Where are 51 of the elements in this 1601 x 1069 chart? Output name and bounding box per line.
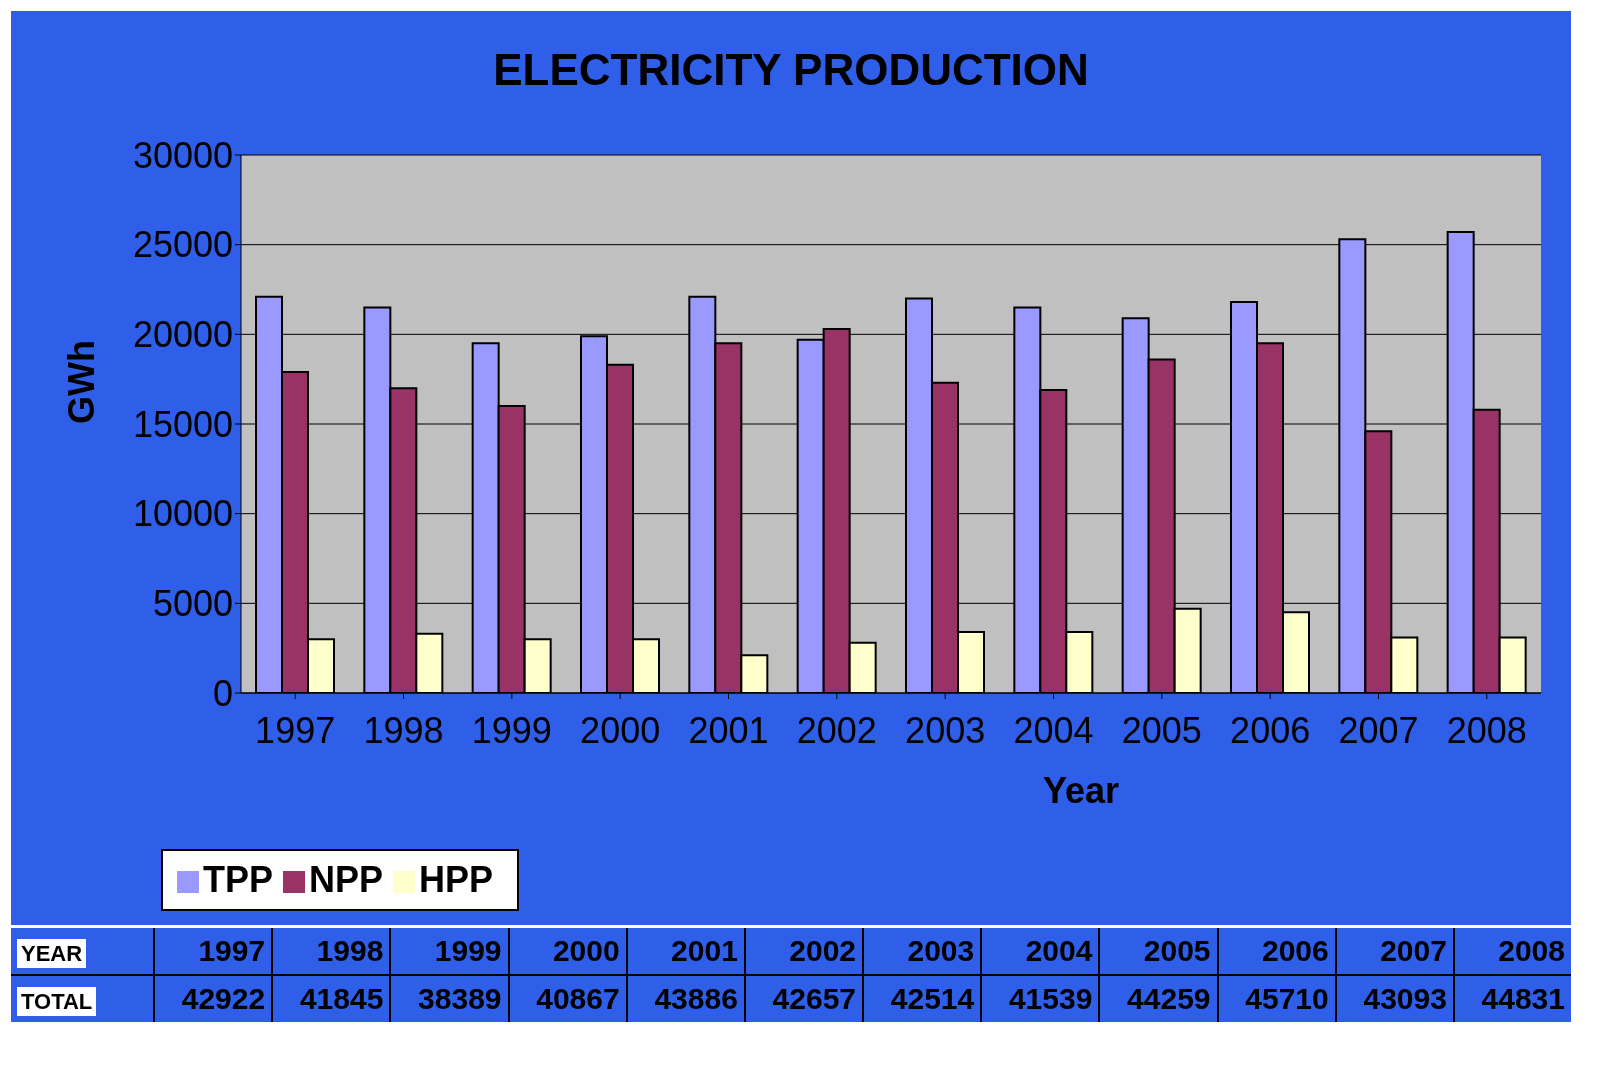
legend-label: HPP xyxy=(419,859,494,900)
text: 43093 xyxy=(1335,975,1454,1022)
x-tick-label: 2001 xyxy=(688,709,769,751)
x-tick-label: 1999 xyxy=(471,709,552,751)
category-label: 1999 xyxy=(434,934,502,967)
text: 38389 xyxy=(390,975,509,1022)
text: 41539 xyxy=(981,975,1100,1022)
category-label: 1998 xyxy=(316,934,384,967)
text: 43886 xyxy=(626,975,745,1022)
x-tick-label: 2007 xyxy=(1338,709,1419,751)
text: 44831 xyxy=(1453,975,1571,1022)
text: 42657 xyxy=(744,975,864,1022)
x-axis-title: Year xyxy=(1042,770,1120,811)
y-tick-label: 15000 xyxy=(132,403,233,445)
text: TOTAL xyxy=(17,987,97,1016)
category-label: 2005 xyxy=(1143,934,1211,967)
y-tick-label: 20000 xyxy=(132,314,233,356)
category-label: 2001 xyxy=(671,934,738,967)
category-label: 2002 xyxy=(789,934,857,967)
y-tick-label: 25000 xyxy=(132,224,233,266)
y-tick-label: 30000 xyxy=(132,134,233,176)
x-tick-label: 2004 xyxy=(1013,709,1094,751)
x-tick-label: 2000 xyxy=(580,709,661,751)
y-tick-label: 0 xyxy=(212,672,233,714)
text: 41845 xyxy=(272,975,391,1022)
category-label: 2000 xyxy=(552,934,620,967)
category-label: 1997 xyxy=(198,934,266,967)
text: 44259 xyxy=(1099,975,1218,1022)
x-tick-label: 2006 xyxy=(1230,709,1311,751)
legend-label: NPP xyxy=(309,859,384,900)
chart-title: ELECTRICITY PRODUCTION xyxy=(492,44,1090,96)
category-label: 2007 xyxy=(1380,934,1447,967)
category-label: 2003 xyxy=(907,934,975,967)
text: 42514 xyxy=(863,975,982,1022)
text: 45710 xyxy=(1217,975,1336,1022)
text: YEAR xyxy=(17,939,87,968)
x-tick-label: 2005 xyxy=(1121,709,1202,751)
y-tick-label: 5000 xyxy=(152,583,233,625)
x-tick-label: 2008 xyxy=(1446,709,1527,751)
x-tick-label: 1998 xyxy=(363,709,444,751)
x-tick-label: 2002 xyxy=(796,709,877,751)
category-label: 2008 xyxy=(1498,934,1565,967)
text: 42922 xyxy=(154,975,273,1022)
y-tick-label: 10000 xyxy=(132,493,233,535)
x-tick-label: 1997 xyxy=(255,709,336,751)
category-label: 2004 xyxy=(1025,934,1093,967)
category-label: 2006 xyxy=(1261,934,1329,967)
text: 40867 xyxy=(508,975,627,1022)
legend-label: TPP xyxy=(203,859,274,900)
y-axis-title: GWh xyxy=(60,340,102,424)
x-tick-label: 2003 xyxy=(905,709,986,751)
